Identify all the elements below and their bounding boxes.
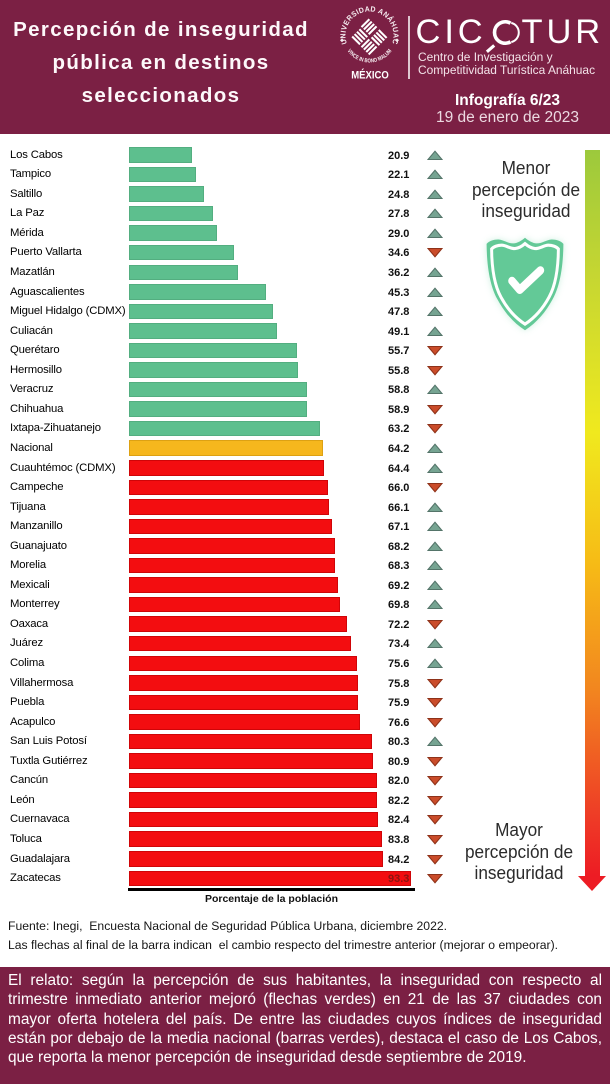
- svg-text:VINCE IN BONO MALUM: VINCE IN BONO MALUM: [346, 48, 394, 64]
- svg-text:MÉXICO: MÉXICO: [351, 69, 389, 82]
